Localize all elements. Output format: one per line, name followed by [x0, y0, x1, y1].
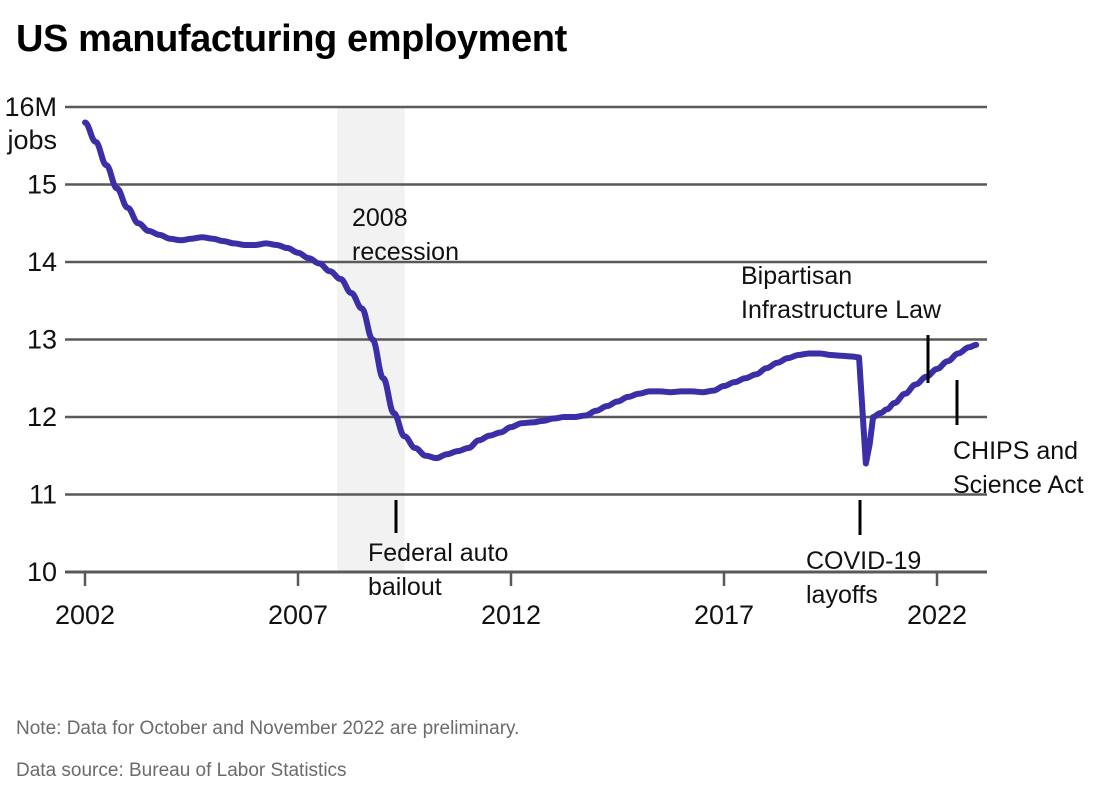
annotation-ticks-group [394, 335, 959, 535]
note-text: Note: Data for October and November 2022… [16, 718, 520, 739]
annotation-labels-group: 2008 recession Federal auto bailout Bipartis… [352, 204, 1084, 609]
annotation-label-federal-auto-bailout: Federal auto [368, 539, 508, 567]
y-axis-label-14: 14 [27, 247, 57, 277]
y-axis-label-15: 15 [27, 170, 57, 200]
annotation-label-covid-19-layoffs: COVID-19 [806, 547, 921, 575]
annotation-label-recession: recession [352, 238, 459, 266]
data-line-group [82, 119, 980, 467]
y-axis-label-units: jobs [6, 125, 57, 155]
y-axis-label-12: 12 [27, 402, 57, 432]
x-axis-label-2007: 2007 [268, 600, 328, 630]
x-axis-label-2022: 2022 [907, 600, 967, 630]
annotation-label-bipartisan-infrastructure-law: Infrastructure Law [741, 296, 942, 324]
annotation-label-covid-19-layoffs: layoffs [806, 581, 878, 609]
chart-title: US manufacturing employment [16, 18, 567, 60]
x-axis-label-2002: 2002 [55, 600, 115, 630]
y-axis-label-16: 16M [4, 92, 57, 122]
y-axis-label-10: 10 [27, 557, 57, 587]
annotation-label-chips-and-science-act: Science Act [953, 471, 1084, 499]
data-line-us-manufacturing-employment [82, 119, 980, 467]
y-axis-label-11: 11 [29, 480, 57, 510]
y-axis-label-13: 13 [27, 325, 57, 355]
x-axis-tick-labels-group: 2002 2007 2012 2017 2022 [55, 600, 967, 630]
gridlines-group [65, 105, 987, 574]
annotation-label-chips-and-science-act: CHIPS and [953, 437, 1078, 465]
annotation-label-recession: 2008 [352, 204, 408, 232]
x-axis-label-2017: 2017 [694, 600, 754, 630]
x-axis-label-2012: 2012 [481, 600, 541, 630]
x-axis-ticks-group [83, 572, 939, 586]
data-source-text: Data source: Bureau of Labor Statistics [16, 760, 347, 781]
annotation-label-bipartisan-infrastructure-law: Bipartisan [741, 262, 852, 290]
annotation-label-federal-auto-bailout: bailout [368, 573, 442, 601]
